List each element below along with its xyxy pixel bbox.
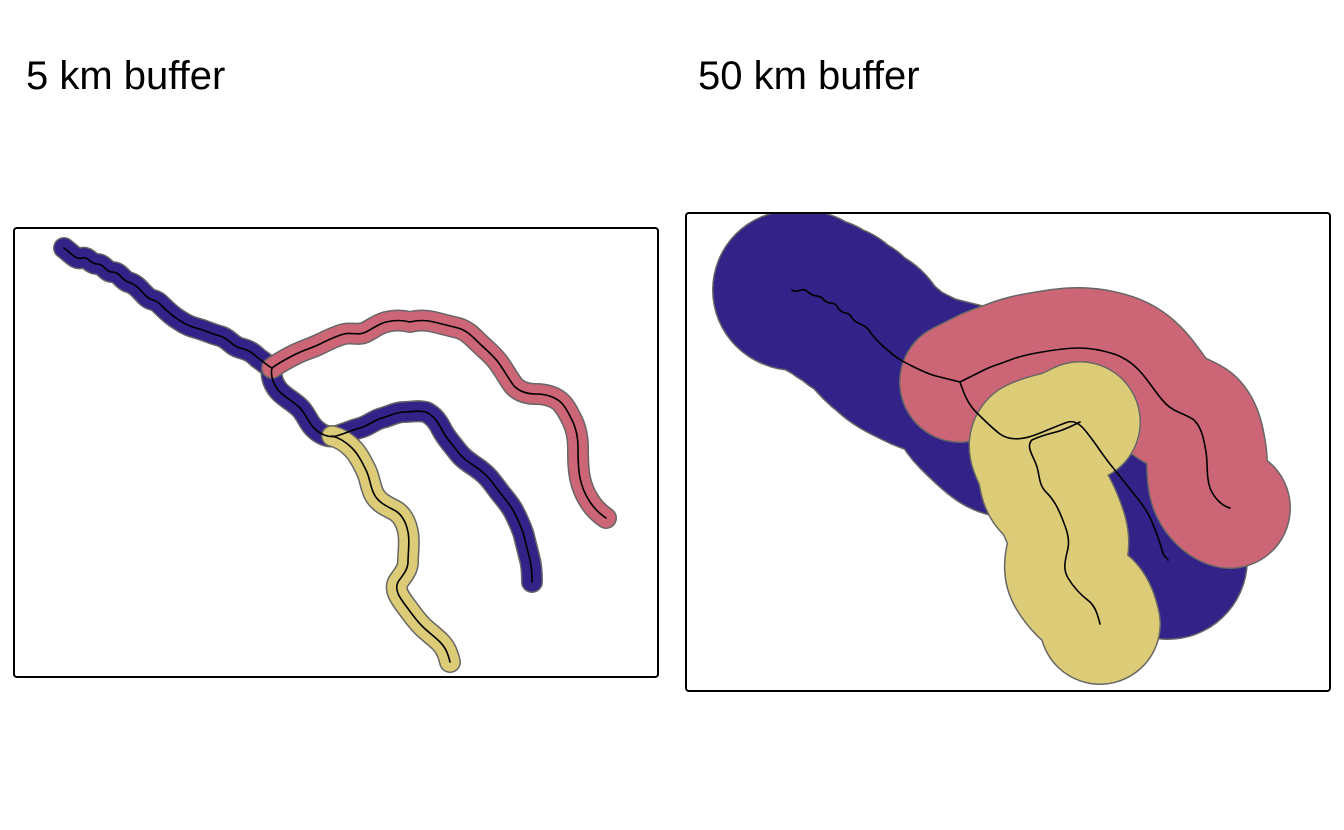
buffer-5km-yellow (332, 436, 450, 662)
map-panel-50km (685, 212, 1331, 692)
panel-title-5km: 5 km buffer (26, 54, 226, 98)
map-panel-5km (13, 227, 659, 678)
map-50km-svg (687, 214, 1331, 692)
panel-title-50km: 50 km buffer (698, 54, 920, 98)
map-5km-svg (15, 229, 659, 678)
river-lines-5km (63, 247, 607, 663)
buffer-5km-purple (64, 248, 532, 582)
